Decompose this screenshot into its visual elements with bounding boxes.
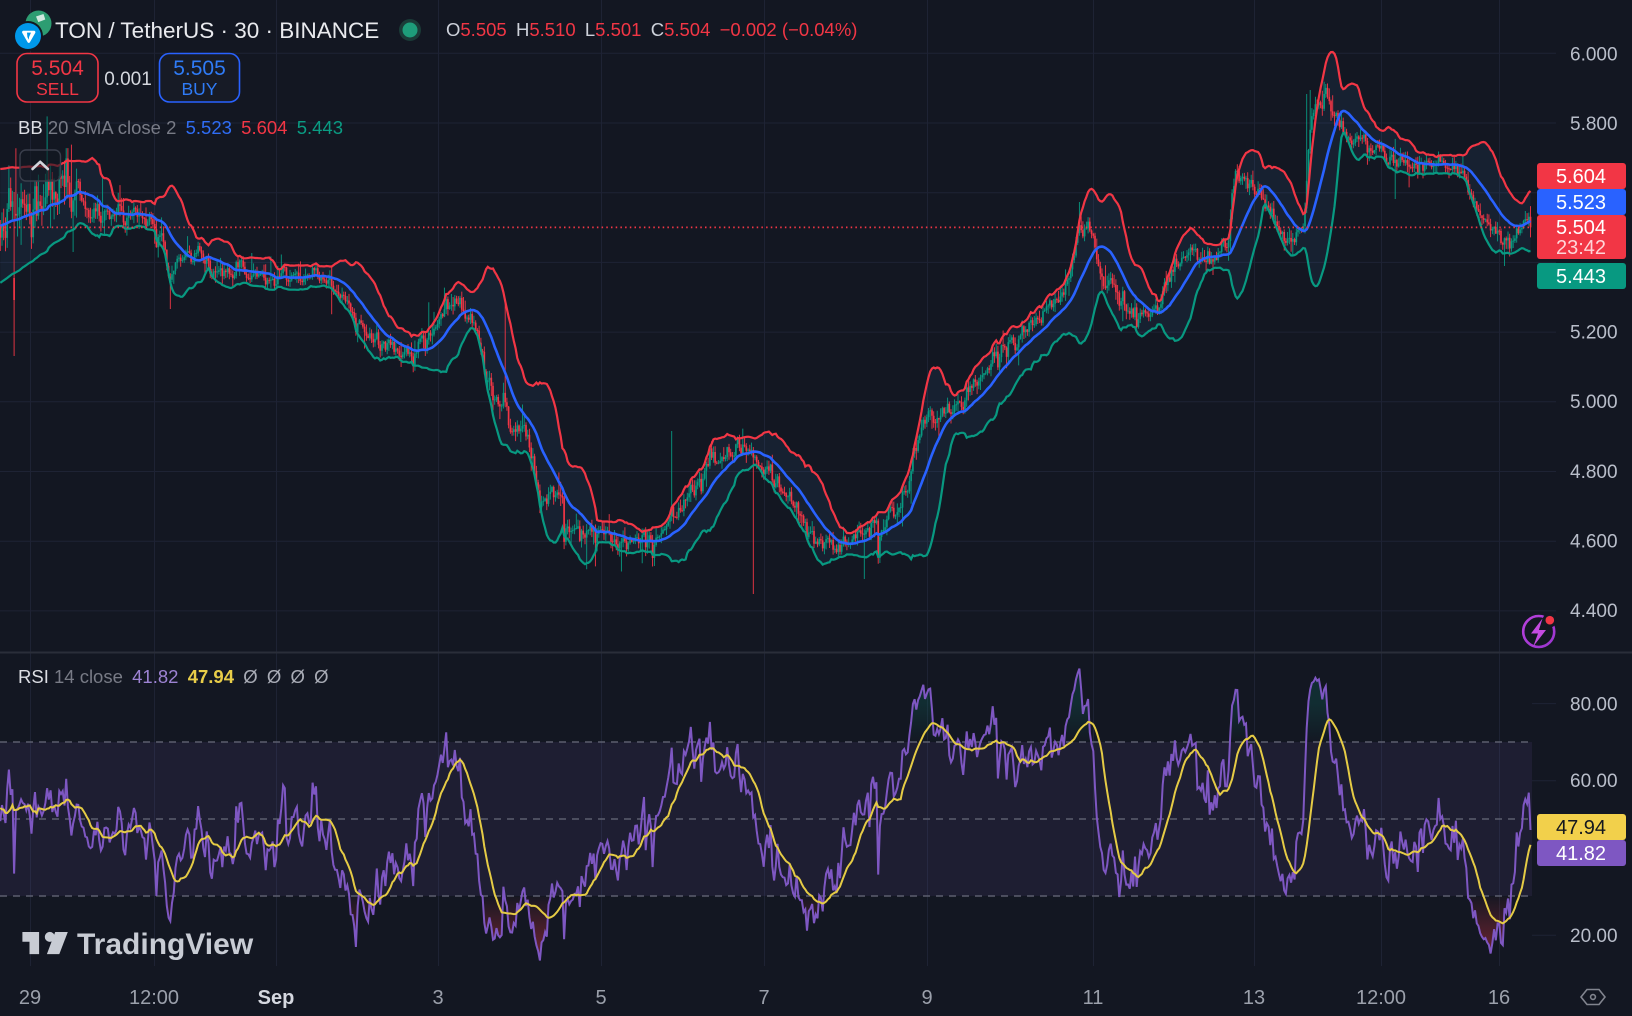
svg-text:9: 9 — [921, 987, 932, 1009]
svg-text:16: 16 — [1488, 987, 1510, 1009]
svg-text:47.94: 47.94 — [1556, 817, 1606, 839]
svg-text:5.504: 5.504 — [31, 57, 84, 80]
svg-text:60.00: 60.00 — [1570, 771, 1618, 792]
svg-text:0.001: 0.001 — [104, 69, 152, 90]
svg-text:11: 11 — [1083, 987, 1104, 1009]
svg-text:41.82: 41.82 — [1556, 843, 1606, 865]
svg-text:5.504: 5.504 — [1556, 217, 1606, 239]
svg-text:29: 29 — [19, 987, 41, 1009]
svg-text:12:00: 12:00 — [1356, 987, 1406, 1009]
svg-text:23:42: 23:42 — [1556, 237, 1606, 259]
svg-text:5.800: 5.800 — [1570, 114, 1618, 135]
svg-text:RSI 14 close 41.82 47.94 Ø Ø Ø: RSI 14 close 41.82 47.94 Ø Ø Ø Ø — [18, 666, 329, 687]
svg-text:13: 13 — [1243, 987, 1265, 1009]
svg-text:7: 7 — [758, 987, 769, 1009]
svg-text:5.505: 5.505 — [173, 57, 226, 80]
svg-text:6.000: 6.000 — [1570, 44, 1618, 65]
svg-text:3: 3 — [432, 987, 443, 1009]
svg-text:TON / TetherUS · 30 · BINANCE: TON / TetherUS · 30 · BINANCE — [55, 18, 379, 43]
svg-text:BUY: BUY — [182, 79, 218, 99]
svg-text:12:00: 12:00 — [129, 987, 179, 1009]
svg-text:5.523: 5.523 — [1556, 192, 1606, 214]
svg-text:5: 5 — [595, 987, 606, 1009]
svg-text:5.604: 5.604 — [1556, 166, 1606, 188]
svg-text:80.00: 80.00 — [1570, 695, 1618, 716]
svg-text:BB 20 SMA close 2 5.523 5.604: BB 20 SMA close 2 5.523 5.604 5.443 — [18, 117, 343, 138]
svg-text:20.00: 20.00 — [1570, 926, 1618, 947]
svg-text:4.600: 4.600 — [1570, 532, 1618, 553]
svg-text:5.443: 5.443 — [1556, 266, 1606, 288]
svg-text:4.400: 4.400 — [1570, 601, 1618, 622]
svg-text:5.200: 5.200 — [1570, 322, 1618, 343]
svg-text:4.800: 4.800 — [1570, 462, 1618, 483]
svg-text:TradingView: TradingView — [77, 928, 254, 961]
svg-text:O5.505 H5.510 L5.501 C5.504 −0: O5.505 H5.510 L5.501 C5.504 −0.002 (−0.0… — [446, 19, 857, 40]
svg-text:5.000: 5.000 — [1570, 392, 1618, 413]
svg-text:Sep: Sep — [258, 987, 295, 1009]
svg-text:SELL: SELL — [36, 79, 79, 99]
